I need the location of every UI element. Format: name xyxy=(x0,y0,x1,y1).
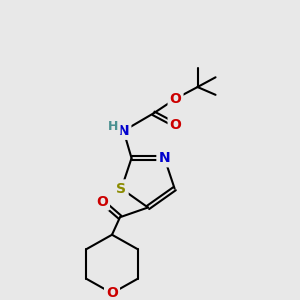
Text: O: O xyxy=(106,286,118,300)
Text: H: H xyxy=(108,121,119,134)
Text: N: N xyxy=(159,151,170,165)
Text: O: O xyxy=(169,118,181,132)
Text: O: O xyxy=(169,92,181,106)
Text: S: S xyxy=(116,182,126,196)
Text: H: H xyxy=(108,121,119,134)
Text: O: O xyxy=(96,195,108,208)
Text: N: N xyxy=(118,124,129,138)
Text: N: N xyxy=(159,151,170,165)
Text: S: S xyxy=(116,182,126,196)
